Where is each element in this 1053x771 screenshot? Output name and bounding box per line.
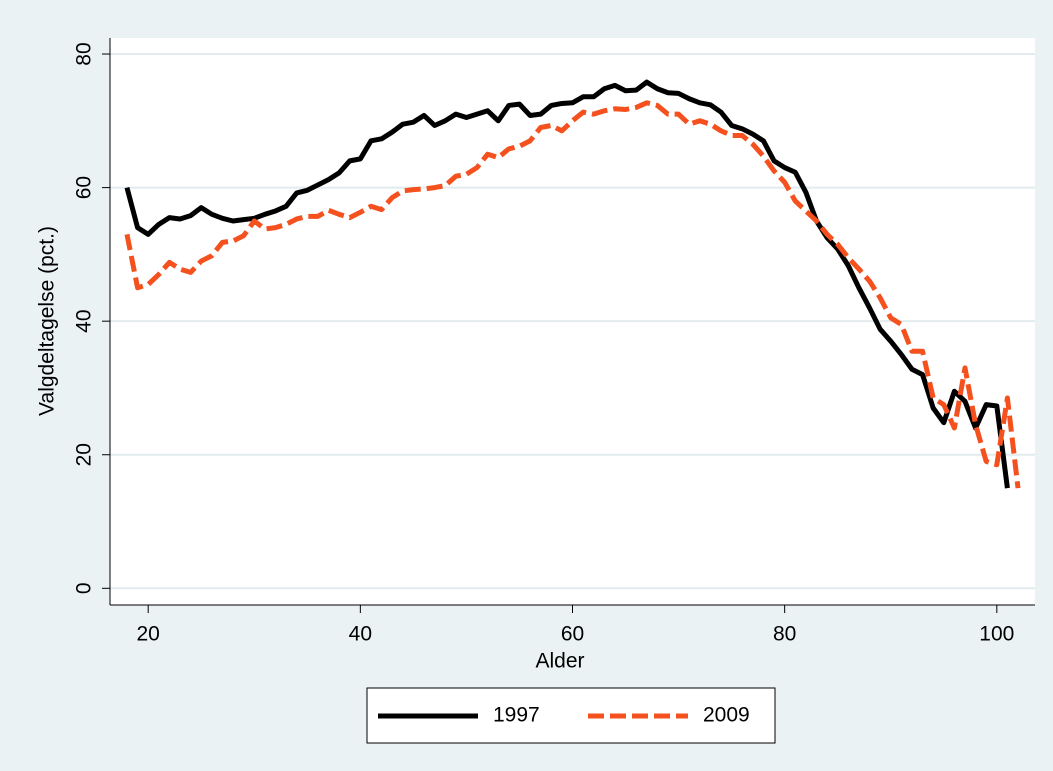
legend-label: 1997 xyxy=(493,704,540,727)
y-tick-label: 80 xyxy=(73,42,96,65)
y-tick-label: 20 xyxy=(73,443,96,466)
series-line xyxy=(124,100,1021,489)
x-tick-label: 60 xyxy=(561,623,584,646)
series-line xyxy=(124,79,1010,489)
x-tick-label: 40 xyxy=(349,623,372,646)
legend-label: 2009 xyxy=(703,704,750,727)
x-tick-label: 100 xyxy=(979,623,1014,646)
y-axis-label: Valgdeltagelse (pct.) xyxy=(36,226,59,416)
x-axis-label: Alder xyxy=(535,650,584,673)
y-tick-label: 40 xyxy=(73,309,96,332)
y-tick-label: 60 xyxy=(73,176,96,199)
x-tick-label: 80 xyxy=(773,623,796,646)
y-tick-label: 0 xyxy=(73,582,96,594)
x-tick-label: 20 xyxy=(137,623,160,646)
